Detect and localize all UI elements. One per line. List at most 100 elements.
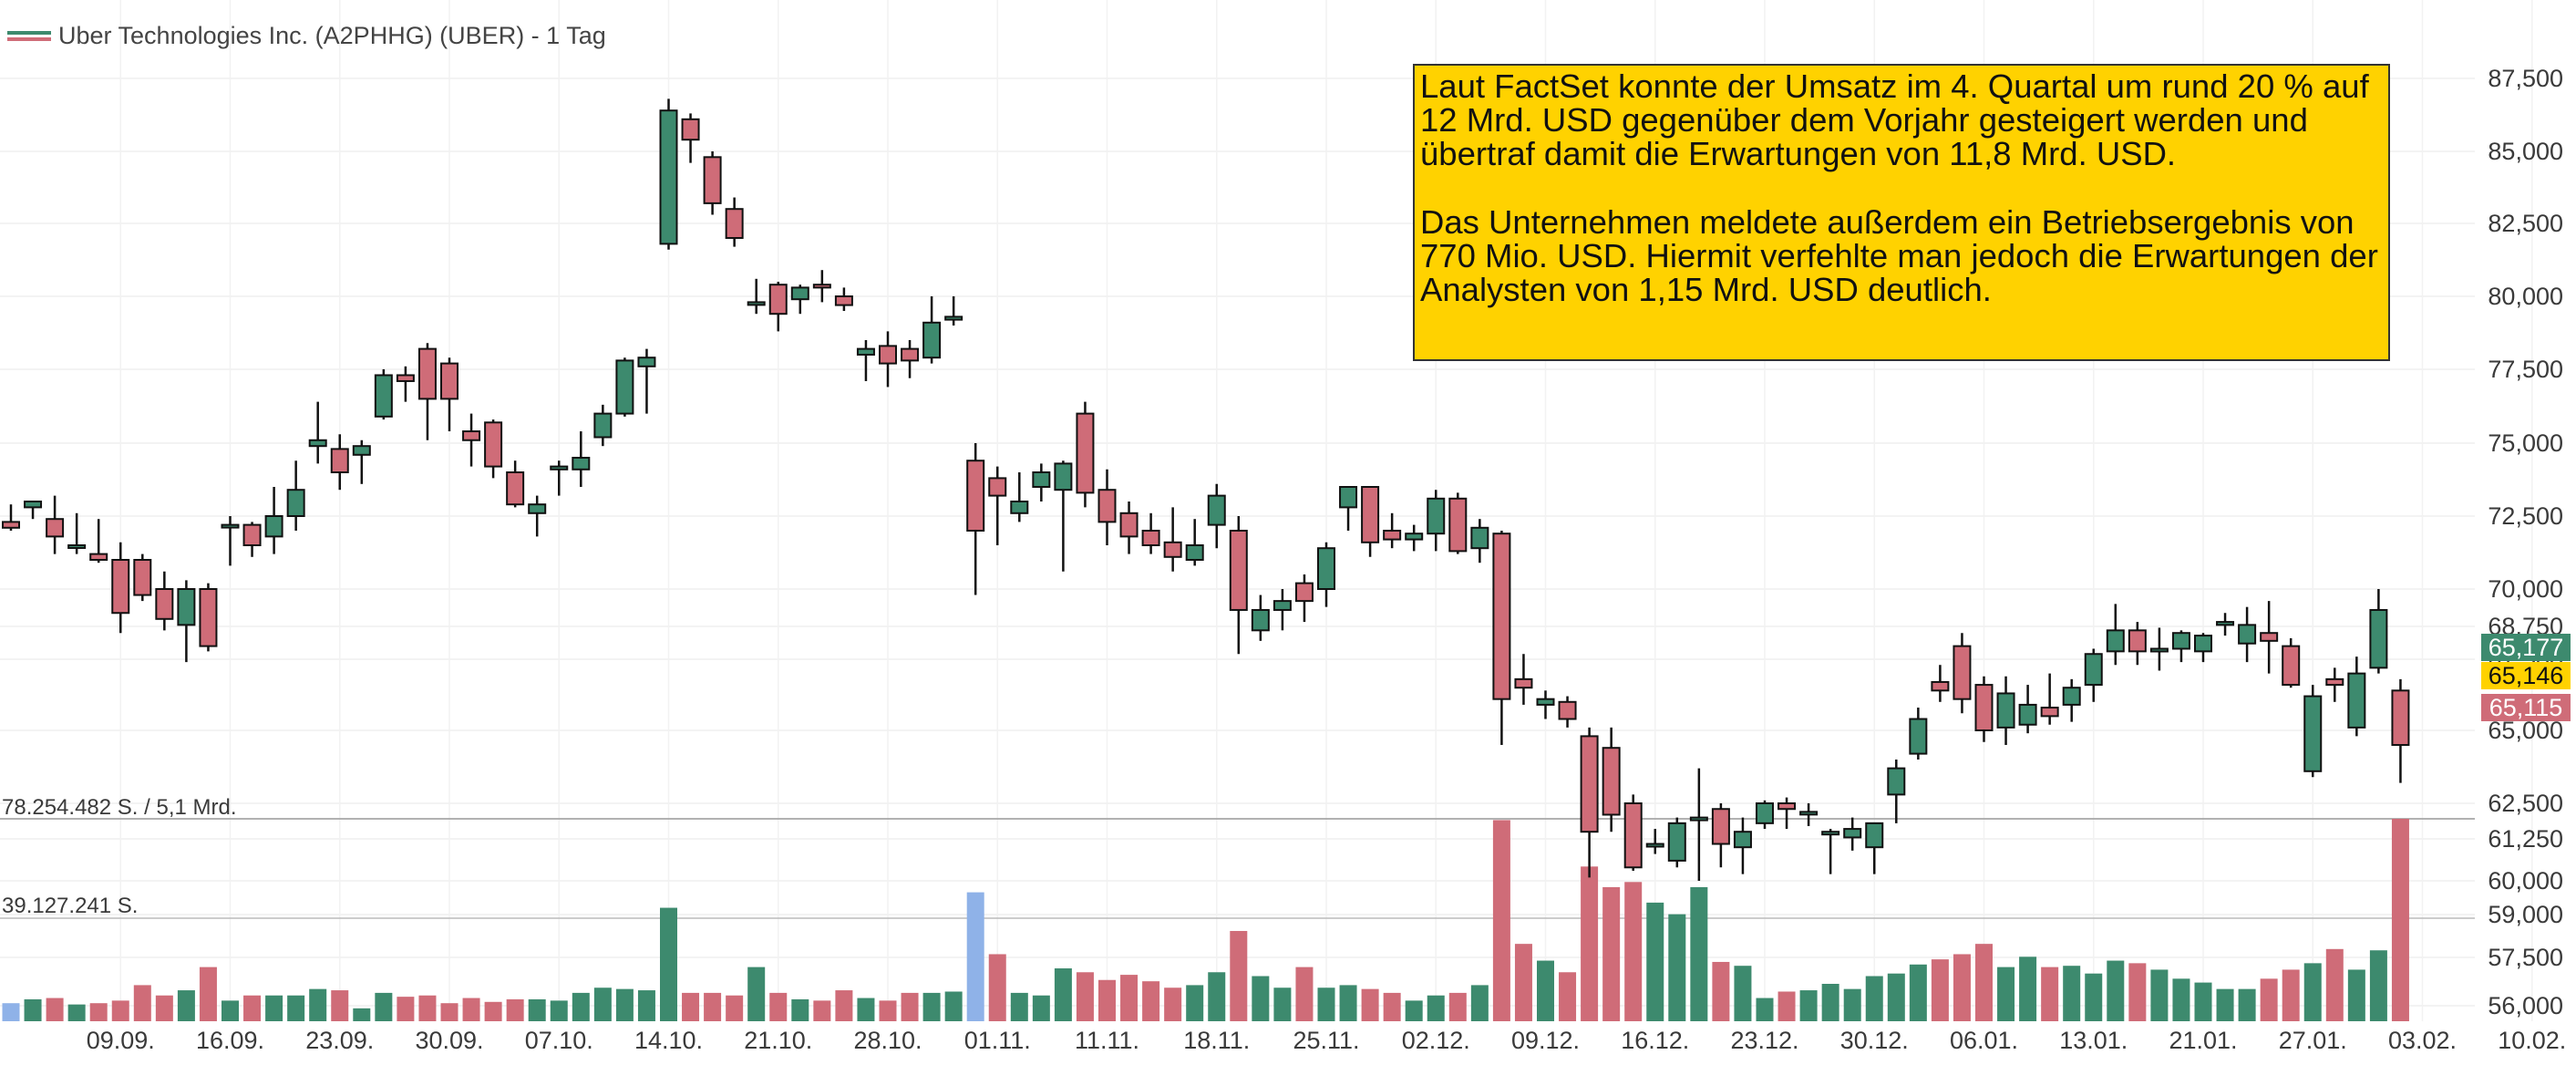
date-tick-label: 10.02. <box>2498 1027 2566 1054</box>
volume-bar <box>1777 991 1796 1021</box>
date-tick-label: 13.01. <box>2059 1027 2128 1054</box>
candle <box>901 340 920 378</box>
candle <box>1580 727 1599 878</box>
candle <box>1163 507 1182 572</box>
volume-bar <box>1427 995 1445 1021</box>
candle <box>1887 760 1906 823</box>
candle <box>1119 501 1139 554</box>
candle <box>417 343 437 440</box>
candle <box>308 401 327 464</box>
volume-bar <box>1581 866 1599 1021</box>
candle <box>440 357 459 432</box>
volume-bar <box>265 995 283 1021</box>
volume-bar <box>199 967 217 1021</box>
volume-bar <box>1734 966 1752 1021</box>
volume-bar <box>1054 968 1072 1021</box>
volume-bar <box>922 992 941 1021</box>
candle <box>1558 696 1577 728</box>
candle <box>2238 606 2257 663</box>
volume-bar <box>375 992 393 1021</box>
date-tick-label: 23.12. <box>1730 1027 1798 1054</box>
volume-bar <box>1164 987 1182 1021</box>
candle <box>1931 665 1950 702</box>
volume-bar <box>2216 988 2234 1021</box>
volume-bar <box>1252 976 1270 1021</box>
candle <box>2149 627 2169 671</box>
candle <box>1405 524 1424 552</box>
volume-bar <box>331 990 349 1021</box>
volume-bar <box>1142 981 1160 1021</box>
volume-bar <box>1931 959 1949 1021</box>
volume-bar <box>1208 972 1226 1021</box>
candle <box>2260 601 2279 674</box>
volume-bar <box>2085 973 2103 1021</box>
volume-bar <box>1953 954 1971 1021</box>
candle <box>593 404 613 447</box>
candle <box>2216 613 2235 636</box>
candle <box>1229 516 1248 655</box>
candle <box>615 357 634 417</box>
candle <box>67 512 87 554</box>
volume-bar <box>1339 985 1357 1021</box>
volume-bar <box>1975 944 1993 1021</box>
candle <box>1799 803 1819 826</box>
candle <box>1821 829 1840 874</box>
candle <box>2325 667 2344 702</box>
price-tick-label: 57,500 <box>2488 944 2563 971</box>
volume-bar <box>704 992 722 1021</box>
candle <box>1909 708 1928 760</box>
volume-bar <box>572 992 590 1021</box>
candle <box>1054 460 1073 572</box>
news-annotation-box: Laut FactSet konnte der Umsatz im 4. Qua… <box>1413 64 2390 361</box>
date-tick-label: 28.10. <box>853 1027 922 1054</box>
candle <box>396 366 415 402</box>
volume-bar <box>1098 979 1116 1021</box>
date-tick-label: 30.09. <box>415 1027 483 1054</box>
volume-bar <box>857 998 875 1021</box>
volume-bar <box>2 1003 20 1021</box>
volume-bar <box>287 995 305 1021</box>
volume-bar <box>1668 914 1686 1021</box>
price-axis: 56,000 57,500 59,000 60,000 61,250 62,500 65,0… <box>2488 65 2563 1019</box>
date-tick-label: 02.12. <box>1402 1027 1470 1054</box>
volume-bar <box>397 997 415 1021</box>
volume-bar <box>2260 978 2278 1021</box>
volume-bar <box>353 1008 371 1021</box>
candle <box>681 113 700 163</box>
candle <box>768 282 788 332</box>
date-tick-label: 06.01. <box>1950 1027 2018 1054</box>
candle <box>221 516 240 566</box>
candle <box>199 583 218 652</box>
candle <box>1010 472 1029 522</box>
candle <box>528 495 547 537</box>
volume-bar <box>2282 969 2300 1021</box>
candle <box>1974 676 1994 742</box>
volume-bar <box>89 1003 108 1021</box>
volume-bar <box>1010 992 1028 1021</box>
candle <box>2194 633 2212 663</box>
candle <box>1536 690 1555 719</box>
candle <box>484 419 503 479</box>
volume-bar <box>988 954 1006 1021</box>
volume-bar <box>506 998 524 1021</box>
date-tick-label: 30.12. <box>1840 1027 1909 1054</box>
date-tick-label: 27.01. <box>2279 1027 2347 1054</box>
candle <box>1383 512 1402 549</box>
volume-bar <box>177 990 195 1021</box>
candle <box>2106 604 2125 666</box>
volume-bar <box>2325 948 2344 1021</box>
candle <box>2303 685 2323 778</box>
volume-bar <box>1492 820 1510 1021</box>
price-tick-label: 82,500 <box>2488 210 2563 237</box>
candle <box>1756 800 1774 830</box>
chart-title: Uber Technologies Inc. (A2PHHG) (UBER) -… <box>58 22 606 49</box>
volume-bar <box>2172 978 2190 1021</box>
candle <box>177 580 196 663</box>
price-tick-label: 65,000 <box>2488 717 2563 744</box>
candle <box>2282 637 2301 688</box>
candle <box>1448 492 1468 554</box>
volume-bar <box>462 998 480 1021</box>
volume-bar <box>1032 995 1050 1021</box>
date-tick-label: 18.11. <box>1183 1027 1250 1054</box>
candle <box>550 460 569 496</box>
